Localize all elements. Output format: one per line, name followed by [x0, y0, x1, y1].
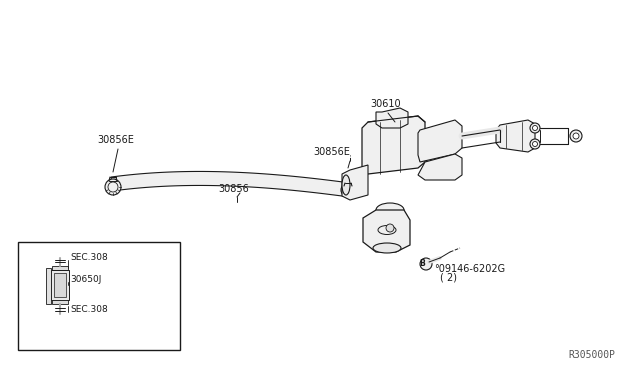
- Ellipse shape: [373, 243, 401, 253]
- Bar: [54, 273, 66, 297]
- Circle shape: [573, 133, 579, 139]
- Polygon shape: [376, 108, 408, 128]
- Polygon shape: [362, 116, 425, 174]
- Text: SEC.308: SEC.308: [70, 253, 108, 262]
- Circle shape: [530, 139, 540, 149]
- Text: ( 2): ( 2): [440, 273, 457, 283]
- Polygon shape: [418, 120, 462, 162]
- Bar: [51, 270, 69, 300]
- Polygon shape: [342, 165, 368, 200]
- Text: B: B: [419, 260, 425, 269]
- Polygon shape: [363, 210, 410, 252]
- Circle shape: [386, 224, 394, 232]
- Ellipse shape: [376, 203, 404, 217]
- Circle shape: [530, 123, 540, 133]
- Text: 30856E: 30856E: [313, 147, 350, 157]
- Bar: [46, 268, 51, 304]
- Circle shape: [420, 258, 432, 270]
- Text: 30856E: 30856E: [97, 135, 134, 145]
- Circle shape: [341, 183, 355, 197]
- Text: 30650J: 30650J: [70, 275, 101, 284]
- Circle shape: [532, 141, 538, 147]
- Bar: [18, 242, 180, 350]
- Ellipse shape: [342, 175, 350, 195]
- Polygon shape: [496, 120, 535, 152]
- Circle shape: [105, 179, 121, 195]
- Text: 30610: 30610: [370, 99, 401, 109]
- Text: °09146-6202G: °09146-6202G: [434, 264, 505, 274]
- Polygon shape: [418, 154, 462, 180]
- Polygon shape: [111, 171, 351, 197]
- Circle shape: [532, 125, 538, 131]
- Text: SEC.308: SEC.308: [70, 305, 108, 314]
- Bar: [52, 266, 68, 270]
- Text: R305000P: R305000P: [568, 350, 615, 360]
- Circle shape: [570, 130, 582, 142]
- Bar: [52, 300, 68, 304]
- Text: 30856: 30856: [218, 184, 249, 194]
